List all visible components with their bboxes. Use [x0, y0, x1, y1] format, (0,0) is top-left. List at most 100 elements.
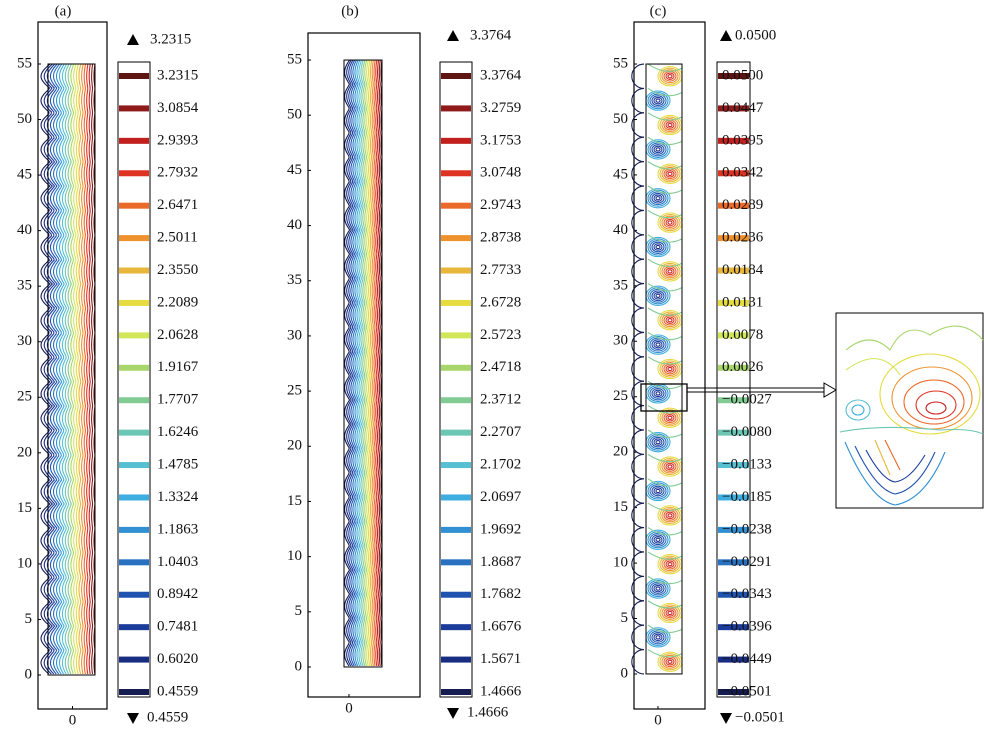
colorbar-label: −0.0238 — [722, 521, 772, 537]
contour-line — [667, 220, 673, 225]
contour-line — [376, 59, 380, 667]
colorbar-swatch — [119, 332, 149, 339]
panel-label: (b) — [341, 3, 359, 19]
y-tick-label: 50 — [17, 111, 32, 127]
contour-line — [667, 415, 673, 420]
colorbar-swatch — [718, 202, 749, 209]
contour-line — [661, 313, 679, 328]
colorbar-swatch — [718, 559, 749, 566]
contour-line — [647, 112, 683, 121]
y-tick-label: 0 — [621, 665, 629, 681]
y-tick-label: 10 — [287, 548, 302, 564]
colorbar-swatch — [441, 656, 471, 663]
contour-line — [354, 59, 359, 667]
contour-line — [651, 534, 665, 546]
max-label: 3.2315 — [150, 31, 191, 47]
contour-line — [647, 63, 683, 72]
panel-label: (a) — [55, 3, 72, 19]
colorbar-swatch — [718, 105, 749, 112]
panel-label: (c) — [650, 3, 667, 19]
y-tick-label: 30 — [17, 333, 32, 349]
y-tick-label: 5 — [295, 603, 303, 619]
colorbar-swatch — [119, 591, 149, 598]
contour-line — [55, 63, 63, 675]
contour-line — [52, 63, 61, 675]
contour-line — [78, 63, 82, 675]
colorbar-label: 2.6471 — [157, 197, 198, 213]
colorbar-label: 2.3550 — [157, 262, 198, 278]
y-tick-label: 10 — [613, 554, 628, 570]
contour-line — [647, 453, 683, 463]
y-tick-label: 45 — [613, 166, 628, 182]
contour-line — [362, 59, 366, 667]
colorbar-label: 0.0184 — [722, 262, 764, 278]
contour-line — [653, 389, 663, 398]
contour-line — [655, 635, 661, 640]
contour-line — [364, 59, 368, 667]
colorbar-swatch — [119, 364, 149, 371]
contour-line — [631, 356, 645, 382]
y-tick-label: 15 — [613, 499, 628, 515]
contour-line — [665, 218, 675, 227]
contour-line — [659, 311, 681, 329]
y-tick-label: 5 — [25, 611, 33, 627]
colorbar-label: 3.3764 — [480, 67, 522, 83]
contour-line — [647, 384, 669, 402]
colorbar-swatch — [119, 462, 149, 469]
contour-line — [367, 59, 371, 667]
colorbar-swatch — [718, 397, 749, 404]
contour-line — [665, 316, 675, 324]
colorbar-swatch — [441, 689, 471, 695]
contour-line — [647, 356, 683, 365]
contour-line — [653, 487, 663, 495]
colorbar-swatch — [441, 526, 471, 533]
contour-line — [661, 557, 679, 572]
colorbar-label: 2.7932 — [157, 165, 198, 181]
contour-line — [378, 59, 381, 667]
contour-line — [631, 63, 645, 89]
contour-line — [651, 388, 665, 399]
y-tick-label: 50 — [287, 107, 302, 123]
contour-line — [631, 624, 645, 651]
colorbar-label: 2.9743 — [480, 197, 521, 213]
contour-line — [647, 234, 683, 243]
contour-line — [647, 600, 683, 609]
contour-line — [647, 478, 683, 487]
colorbar-label: −0.0396 — [722, 619, 772, 635]
contour-line — [647, 209, 683, 219]
y-tick-label: 35 — [287, 272, 302, 288]
colorbar-swatch — [718, 429, 749, 436]
colorbar-label: −0.0080 — [722, 424, 772, 440]
colorbar-label: 2.0628 — [157, 327, 198, 343]
x-tick-label: 0 — [654, 712, 662, 728]
colorbar-swatch — [441, 299, 471, 306]
colorbar-swatch — [718, 235, 749, 242]
contour-line — [651, 632, 665, 643]
y-tick-label: 40 — [287, 217, 302, 233]
y-tick-label: 40 — [613, 222, 628, 238]
colorbar-label: 2.0697 — [480, 489, 522, 505]
y-tick-label: 15 — [287, 493, 302, 509]
colorbar-swatch — [718, 656, 749, 663]
contour-line — [83, 63, 87, 675]
colorbar-swatch — [119, 137, 149, 144]
contour-line — [659, 458, 681, 476]
colorbar-label: 1.6246 — [157, 424, 199, 440]
contour-line — [661, 362, 679, 376]
contour-line — [647, 331, 683, 341]
colorbar-swatch — [718, 267, 749, 274]
contour-line — [653, 243, 663, 251]
colorbar-label: 2.9393 — [157, 132, 198, 148]
contour-line — [661, 654, 679, 669]
min-label: 0.4559 — [147, 709, 188, 725]
contour-line — [667, 659, 673, 664]
contour-line — [653, 438, 663, 446]
contour-line — [631, 429, 645, 455]
colorbar-label: 3.2315 — [157, 67, 198, 83]
contour-line — [647, 185, 683, 194]
colorbar-swatch — [718, 624, 749, 631]
contour-line — [647, 92, 669, 110]
contour-line — [667, 366, 673, 372]
contour-line — [659, 360, 681, 378]
colorbar-swatch — [718, 462, 749, 469]
